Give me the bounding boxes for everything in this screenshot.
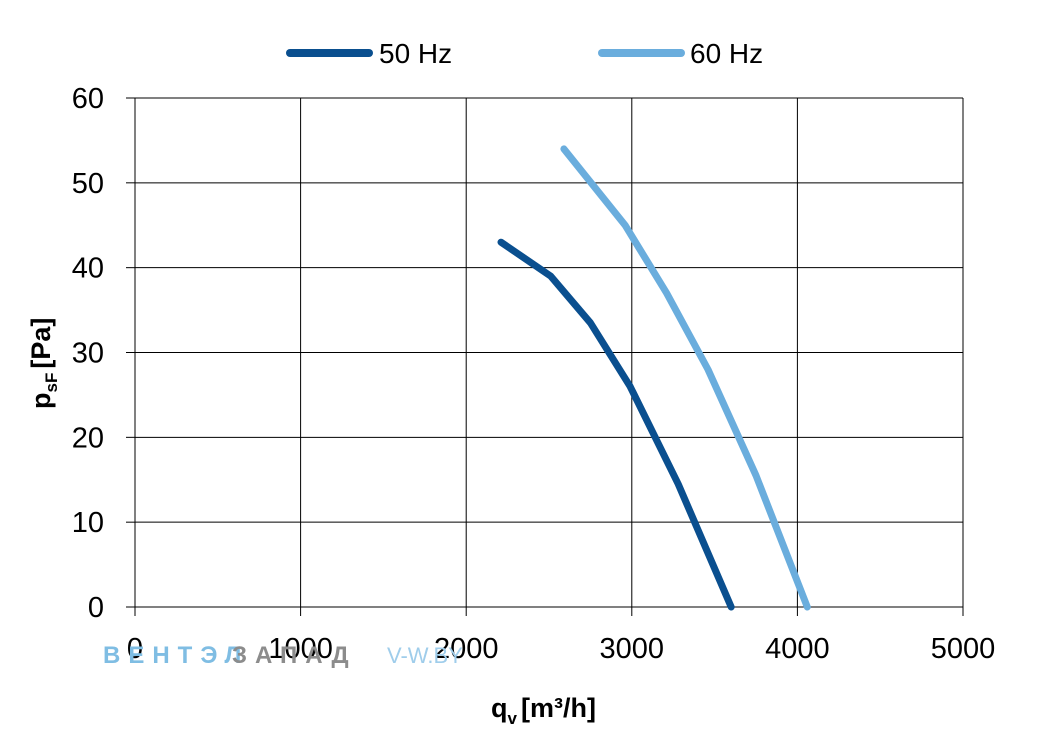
x-tick-label: 2000 xyxy=(434,633,499,665)
y-axis-title-sub: sF xyxy=(42,373,61,393)
x-tick-label: 3000 xyxy=(600,633,665,665)
x-axis-title: qv [m³/h] xyxy=(491,693,596,728)
x-tick-label: 1000 xyxy=(268,633,333,665)
watermark: ВЕНТЭЛ ЗАПАД V-W.BY xyxy=(103,642,463,669)
x-tick-label: 4000 xyxy=(765,633,830,665)
y-tick-labels: 0 10 20 30 40 50 60 xyxy=(72,83,104,624)
y-axis-title: psF [Pa] xyxy=(26,318,61,409)
y-tick-label: 10 xyxy=(72,507,104,539)
series-lines xyxy=(497,145,811,611)
series-line-50hz xyxy=(497,238,735,611)
legend-label-50hz: 50 Hz xyxy=(379,38,452,69)
grid-lines xyxy=(126,97,964,616)
watermark-text-3: V-W.BY xyxy=(387,643,463,668)
y-tick-label: 40 xyxy=(72,253,104,285)
x-tick-label: 5000 xyxy=(931,633,996,665)
y-axis-title-main: p xyxy=(26,393,56,410)
y-axis-title-unit: [Pa] xyxy=(26,318,56,369)
y-tick-label: 0 xyxy=(88,592,104,624)
y-tick-label: 60 xyxy=(72,83,104,115)
watermark-text-1: ВЕНТЭЛ xyxy=(103,642,249,669)
legend-label-60hz: 60 Hz xyxy=(690,38,763,69)
x-axis-title-sub: v xyxy=(508,709,518,728)
x-tick-labels: 0 1000 2000 3000 4000 5000 xyxy=(127,633,995,665)
x-axis-title-unit: [m³/h] xyxy=(521,693,596,723)
y-tick-label: 50 xyxy=(72,168,104,200)
series-line-60hz xyxy=(560,145,811,611)
x-axis-title-main: q xyxy=(491,693,508,723)
y-tick-label: 20 xyxy=(72,422,104,454)
y-tick-label: 30 xyxy=(72,338,104,370)
watermark-text-2: ЗАПАД xyxy=(232,642,357,669)
legend: 50 Hz 60 Hz xyxy=(286,38,763,69)
x-tick-label: 0 xyxy=(127,633,143,665)
